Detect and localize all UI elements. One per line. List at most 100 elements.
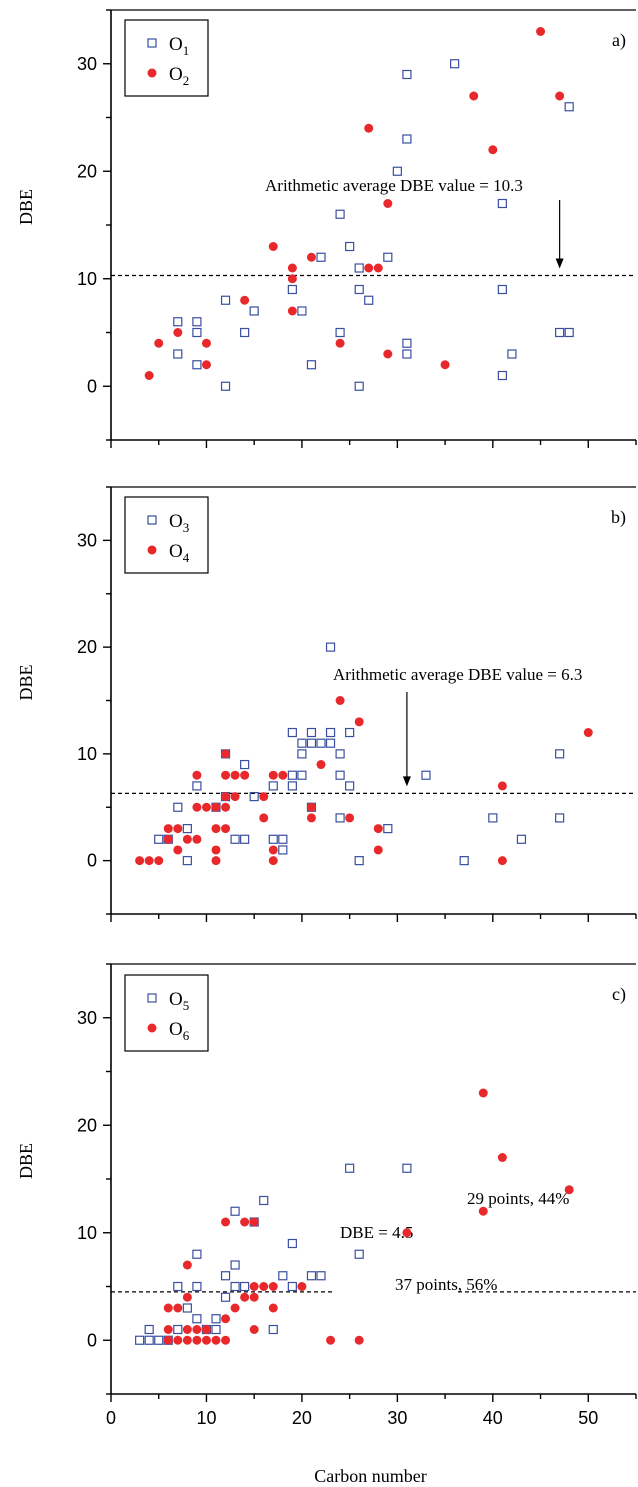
data-point-o4 [268, 845, 278, 855]
data-point-o6 [163, 1303, 173, 1313]
data-point-o3 [182, 856, 192, 866]
data-point-o2 [383, 349, 393, 359]
data-point-o6 [173, 1335, 183, 1345]
data-point-o2 [373, 263, 383, 273]
y-tick-label: 0 [87, 851, 97, 871]
y-tick-label: 0 [87, 1330, 97, 1350]
data-point-o5 [192, 1281, 202, 1292]
legend-label: O4 [169, 541, 190, 565]
percent-annotation: 29 points, 44% [467, 1189, 569, 1208]
legend-label: O2 [169, 64, 189, 88]
data-point-o3 [297, 749, 307, 759]
legend-label-main: O [169, 989, 183, 1010]
y-tick-label: 30 [77, 1008, 97, 1028]
data-point-o2 [268, 242, 278, 251]
data-point-o3 [555, 813, 565, 823]
arrow-head [402, 776, 411, 787]
data-point-o6 [192, 1325, 202, 1334]
average-label: Arithmetic average DBE value = 6.3 [333, 665, 582, 684]
data-point-o4 [583, 728, 593, 738]
data-point-o4 [497, 856, 507, 866]
data-point-o5 [259, 1195, 269, 1206]
data-point-o5 [345, 1163, 355, 1173]
data-point-o4 [221, 749, 231, 759]
data-point-o3 [335, 749, 345, 759]
data-point-o1 [354, 284, 364, 295]
data-point-o3 [555, 749, 565, 759]
y-tick-label: 20 [77, 161, 97, 181]
data-point-o4 [259, 792, 269, 802]
y-tick-label: 30 [77, 54, 97, 74]
legend-label-subscript: 6 [183, 1028, 190, 1043]
data-point-o6 [221, 1217, 231, 1227]
data-point-o6 [182, 1325, 192, 1334]
data-point-o1 [402, 349, 412, 359]
data-point-o5 [154, 1335, 164, 1345]
data-point-o1 [335, 209, 345, 219]
legend-box [124, 19, 209, 97]
y-tick-label: 10 [77, 744, 97, 764]
data-point-o1 [287, 284, 297, 295]
data-point-o3 [240, 834, 250, 844]
data-point-o1 [192, 317, 202, 327]
data-point-o3 [325, 738, 336, 748]
data-point-o1 [392, 166, 402, 176]
arrow-head [555, 258, 564, 269]
x-axis-title: Carbon number [314, 1466, 426, 1486]
data-point-o1 [497, 284, 507, 295]
data-point-o6 [564, 1185, 574, 1195]
legend-label-subscript: 1 [183, 43, 190, 58]
data-point-o1 [173, 317, 183, 327]
data-point-o4 [173, 845, 183, 855]
legend-label-main: O [169, 64, 183, 85]
data-point-o4 [268, 856, 278, 866]
data-point-o4 [230, 770, 240, 780]
legend-box [124, 496, 209, 574]
data-point-o2 [287, 274, 297, 284]
data-point-o6 [240, 1217, 250, 1227]
data-point-o5 [144, 1335, 154, 1345]
data-point-o5 [230, 1281, 240, 1292]
data-point-o6 [192, 1335, 202, 1345]
data-point-o6 [249, 1325, 259, 1334]
data-point-o5 [220, 1271, 231, 1281]
x-tick-label: 0 [106, 1408, 116, 1428]
data-point-o1 [402, 134, 412, 144]
data-point-o1 [173, 349, 183, 359]
data-point-o3 [297, 738, 307, 748]
data-point-o2 [287, 306, 297, 316]
data-point-o6 [182, 1292, 192, 1302]
legend-marker-square [147, 515, 157, 525]
data-point-o3 [173, 802, 183, 812]
x-tick-label: 40 [483, 1408, 503, 1428]
data-point-o4 [373, 845, 383, 855]
data-point-o4 [201, 802, 211, 812]
data-point-o1 [450, 59, 460, 69]
data-point-o4 [221, 824, 231, 834]
data-point-o5 [192, 1249, 202, 1259]
legend-label-subscript: 4 [183, 550, 190, 565]
data-point-o3 [316, 738, 326, 748]
data-point-o1 [335, 327, 345, 338]
legend-marker-circle [147, 68, 157, 78]
data-point-o5 [135, 1335, 145, 1345]
data-point-o3 [421, 770, 431, 780]
data-point-o5 [287, 1238, 297, 1249]
legend-label: O3 [169, 511, 189, 535]
data-point-o4 [192, 802, 202, 812]
data-point-o3 [345, 727, 355, 738]
data-point-o5 [173, 1281, 183, 1292]
data-point-o6 [354, 1335, 364, 1345]
y-tick-label: 0 [87, 376, 97, 396]
data-point-o3 [182, 823, 192, 834]
data-point-o6 [268, 1282, 278, 1291]
data-point-o4 [221, 802, 231, 812]
data-point-o2 [555, 91, 565, 101]
data-point-o6 [230, 1303, 240, 1313]
data-point-o4 [316, 760, 326, 770]
y-axis-title: DBE [16, 189, 36, 225]
data-point-o3 [287, 727, 297, 738]
data-point-o4 [144, 856, 154, 866]
legend-label-main: O [169, 34, 183, 55]
